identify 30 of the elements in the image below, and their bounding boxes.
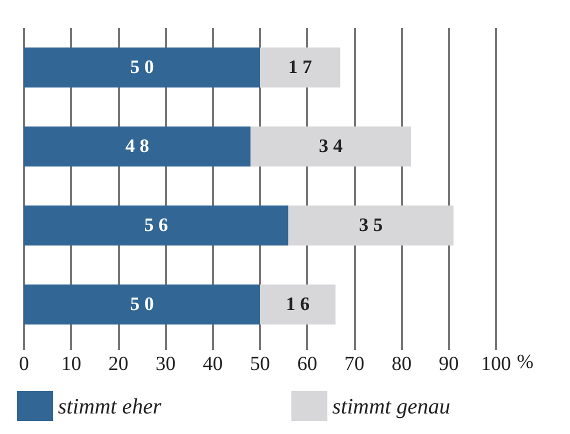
bar: [260, 48, 340, 88]
bar: [288, 206, 454, 246]
data-label: 3 4: [318, 136, 344, 157]
x-tick-label: 0: [19, 353, 29, 375]
x-tick-label: 70: [344, 353, 364, 375]
bar: [24, 284, 260, 324]
bar: [24, 48, 260, 88]
legend-label: stimmt eher: [58, 394, 162, 418]
data-label: 1 6: [286, 294, 310, 315]
data-label: 5 0: [130, 57, 154, 78]
x-tick-label: 10: [61, 353, 82, 375]
x-tick-label: 30: [156, 353, 176, 375]
bar: [260, 284, 336, 324]
bar: [250, 126, 412, 166]
bar: [24, 126, 251, 166]
data-label: 5 6: [144, 215, 168, 236]
data-label: 3 5: [359, 215, 383, 236]
x-tick-label: 40: [202, 353, 223, 375]
x-tick-label: 100: [481, 353, 511, 375]
data-label: 1 7: [288, 57, 312, 78]
data-label: 4 8: [125, 136, 150, 157]
bar: [24, 206, 288, 246]
x-tick-label: 80: [392, 353, 412, 375]
x-tick-label: 50: [250, 353, 270, 375]
x-tick-label: 60: [297, 353, 318, 375]
data-label: 5 0: [130, 294, 154, 315]
legend-label: stimmt genau: [332, 394, 450, 418]
x-tick-label: 20: [108, 353, 128, 375]
x-axis-title: %: [516, 351, 534, 373]
x-tick-label: 90: [438, 353, 459, 375]
